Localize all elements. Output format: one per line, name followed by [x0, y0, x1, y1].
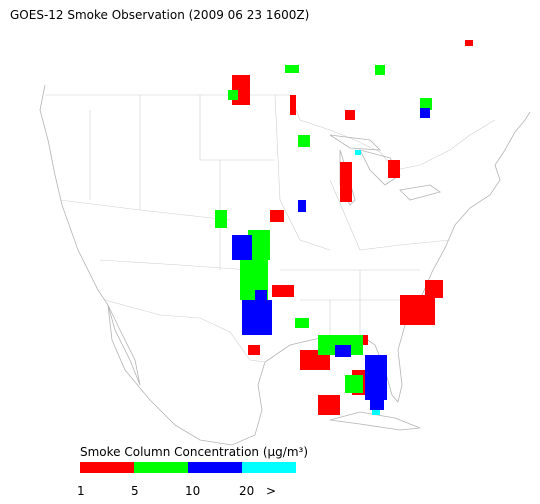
- legend-label: 10: [185, 484, 200, 498]
- smoke-patches: [215, 40, 473, 415]
- legend-swatch: [188, 462, 242, 473]
- legend-label: 5: [131, 484, 139, 498]
- legend-swatch: [134, 462, 188, 473]
- base-map: [39, 84, 531, 446]
- legend-label: >: [266, 484, 276, 498]
- legend-label: 20: [239, 484, 254, 498]
- legend-swatch: [80, 462, 134, 473]
- legend-title: Smoke Column Concentration (μg/m³): [80, 445, 308, 459]
- legend: 1 5 10 20 >: [77, 462, 296, 498]
- legend-swatch: [242, 462, 296, 473]
- legend-label: 1: [77, 484, 85, 498]
- map-title: GOES-12 Smoke Observation (2009 06 23 16…: [10, 8, 309, 22]
